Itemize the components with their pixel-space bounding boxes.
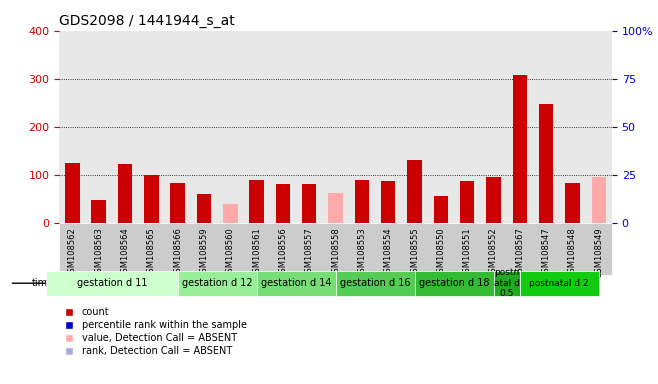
Bar bbox=[223, 204, 238, 223]
Bar bbox=[328, 193, 343, 223]
Bar bbox=[434, 196, 448, 223]
FancyBboxPatch shape bbox=[336, 271, 415, 296]
Point bbox=[225, 0, 236, 5]
Text: postnatal d 2: postnatal d 2 bbox=[530, 279, 589, 288]
Bar bbox=[460, 181, 474, 223]
Bar bbox=[249, 180, 264, 223]
Text: gestation d 14: gestation d 14 bbox=[261, 278, 332, 288]
FancyBboxPatch shape bbox=[59, 223, 612, 275]
FancyBboxPatch shape bbox=[520, 271, 599, 296]
Bar bbox=[144, 175, 159, 223]
FancyBboxPatch shape bbox=[178, 271, 257, 296]
Bar bbox=[302, 184, 316, 223]
Bar bbox=[513, 75, 527, 223]
FancyBboxPatch shape bbox=[494, 271, 520, 296]
Bar bbox=[170, 183, 185, 223]
Bar bbox=[381, 181, 395, 223]
Text: gestation d 11: gestation d 11 bbox=[76, 278, 147, 288]
Text: gestation d 18: gestation d 18 bbox=[418, 278, 490, 288]
Bar bbox=[276, 184, 290, 223]
Bar bbox=[407, 161, 422, 223]
Bar bbox=[539, 104, 553, 223]
Bar bbox=[65, 163, 80, 223]
Text: gestation d 16: gestation d 16 bbox=[340, 278, 411, 288]
Text: gestation d 12: gestation d 12 bbox=[182, 278, 253, 288]
Bar bbox=[565, 183, 580, 223]
Bar bbox=[486, 177, 501, 223]
Bar bbox=[355, 180, 369, 223]
Legend: count, percentile rank within the sample, value, Detection Call = ABSENT, rank, : count, percentile rank within the sample… bbox=[64, 307, 247, 356]
Text: postn
atal d
0.5: postn atal d 0.5 bbox=[494, 268, 520, 298]
FancyBboxPatch shape bbox=[415, 271, 494, 296]
Bar bbox=[197, 194, 211, 223]
FancyBboxPatch shape bbox=[257, 271, 336, 296]
Bar bbox=[592, 177, 606, 223]
FancyBboxPatch shape bbox=[46, 271, 178, 296]
Text: time: time bbox=[32, 278, 54, 288]
Bar bbox=[91, 200, 106, 223]
Bar bbox=[118, 164, 132, 223]
Text: GDS2098 / 1441944_s_at: GDS2098 / 1441944_s_at bbox=[59, 14, 235, 28]
